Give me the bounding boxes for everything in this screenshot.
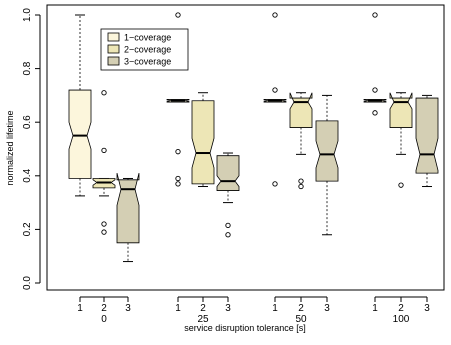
legend-swatch-3 (107, 56, 120, 66)
x-group-label: 100 (393, 314, 410, 325)
outlier-point (175, 149, 181, 155)
outlier-point (101, 147, 107, 153)
x-axis-title: service disruption tolerance [s] (184, 323, 306, 333)
legend-label-2: 2−coverage (124, 45, 171, 55)
x-tick-label: 2 (101, 303, 107, 314)
box-body (289, 92, 313, 128)
outlier-point (101, 90, 107, 96)
legend-swatch-1 (107, 32, 120, 42)
outlier-point (101, 229, 107, 235)
outlier-point (225, 222, 231, 229)
y-tick-label: 0.4 (22, 168, 33, 182)
outlier-point (298, 183, 304, 190)
x-tick-label: 3 (424, 303, 430, 314)
x-group-label: 0 (101, 314, 107, 325)
legend-swatch-2 (107, 44, 120, 54)
legend-label-1: 1−coverage (124, 33, 171, 43)
y-tick-label: 1.0 (22, 8, 33, 22)
outlier-point (398, 182, 404, 188)
outlier-point (175, 181, 181, 187)
x-tick-label: 2 (200, 303, 206, 314)
box-body (389, 92, 413, 128)
box-body (191, 100, 215, 185)
x-tick-label: 2 (398, 303, 404, 314)
box-group (68, 12, 439, 263)
y-tick-label: 0.2 (22, 222, 33, 236)
x-tick-label: 2 (298, 303, 304, 314)
x-tick-label: 1 (175, 303, 181, 314)
outlier-point (272, 181, 278, 187)
x-tick-label: 1 (272, 303, 278, 314)
outlier-point (372, 12, 378, 18)
box-body (68, 89, 92, 179)
x-tick-label: 1 (372, 303, 378, 314)
x-tick-label: 3 (125, 303, 131, 314)
box-body (315, 120, 339, 182)
x-axis: 1 2 3 0 1 2 3 25 1 2 3 50 1 2 3 100 (77, 296, 430, 325)
x-group-label: 25 (197, 314, 209, 325)
y-tick-label: 0.6 (22, 115, 33, 129)
legend: 1−coverage 2−coverage 3−coverage (100, 28, 189, 71)
y-tick-label: 0.0 (22, 276, 33, 290)
outlier-point (298, 178, 304, 184)
box-body (116, 173, 140, 244)
x-tick-label: 3 (324, 303, 330, 314)
x-tick-label: 3 (225, 303, 231, 314)
y-axis-title: normalized lifetime (5, 110, 15, 185)
plot-frame (46, 4, 445, 291)
x-group-label: 50 (295, 314, 307, 325)
y-axis: 0.0 0.2 0.4 0.6 0.8 1.0 (22, 8, 41, 290)
x-tick-label: 1 (77, 303, 83, 314)
outlier-point (372, 87, 378, 93)
box-body (415, 97, 439, 174)
outlier-point (372, 110, 378, 116)
y-tick-label: 0.8 (22, 61, 33, 75)
outlier-point (272, 12, 278, 18)
outlier-point (175, 175, 181, 182)
outlier-point (175, 12, 181, 18)
legend-label-3: 3−coverage (124, 57, 171, 67)
outlier-point (101, 221, 107, 227)
outlier-point (225, 232, 231, 238)
outlier-point (272, 87, 278, 93)
box-body (216, 155, 240, 191)
